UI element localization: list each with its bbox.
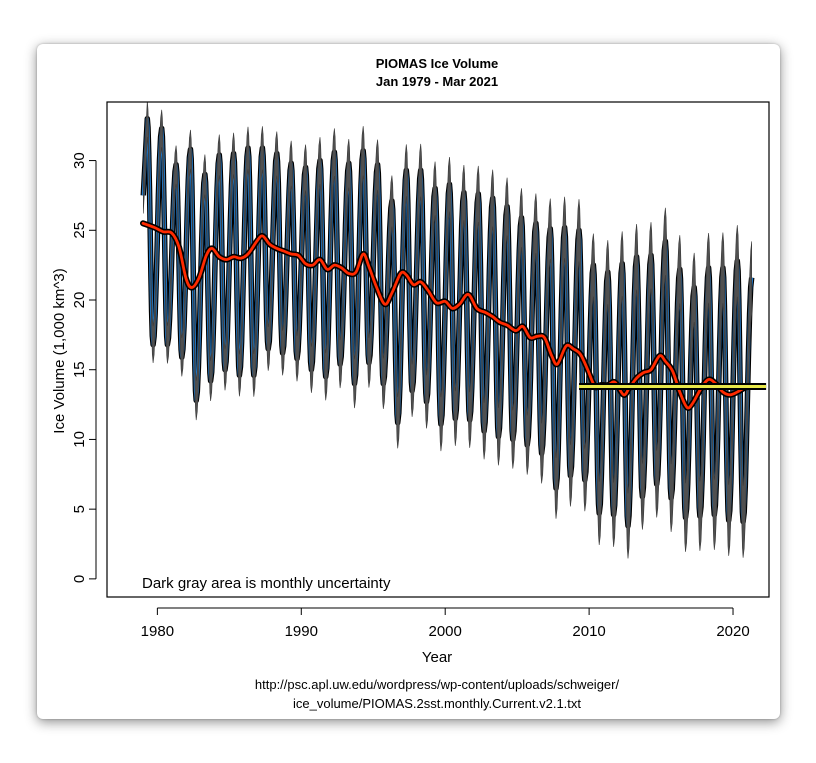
y-tick-label-10: 10 bbox=[71, 431, 88, 448]
ice-volume-chart: PIOMAS Ice Volume Jan 1979 - Mar 2021 19… bbox=[51, 56, 770, 711]
chart-subtitle: Jan 1979 - Mar 2021 bbox=[376, 74, 498, 89]
chart-title: PIOMAS Ice Volume bbox=[376, 56, 499, 71]
source-url-line-1: http://psc.apl.uw.edu/wordpress/wp-conte… bbox=[255, 677, 620, 692]
x-tick-label-2010: 2010 bbox=[572, 623, 605, 640]
x-tick-label-1990: 1990 bbox=[285, 623, 318, 640]
plot-frame bbox=[106, 101, 770, 598]
uncertainty-band bbox=[143, 102, 752, 559]
y-tick-label-5: 5 bbox=[71, 505, 88, 513]
x-tick-label-2000: 2000 bbox=[429, 623, 462, 640]
y-tick-label-25: 25 bbox=[71, 222, 88, 239]
y-tick-label-0: 0 bbox=[71, 575, 88, 583]
y-axis-label: Ice Volume (1,000 km^3) bbox=[51, 268, 68, 433]
y-tick-label-15: 15 bbox=[71, 361, 88, 378]
x-axis-label: Year bbox=[422, 649, 452, 666]
annual-mean-line bbox=[141, 221, 752, 410]
uncertainty-annotation: Dark gray area is monthly uncertainty bbox=[142, 575, 391, 592]
x-axis: 1980 1990 2000 2010 2020 bbox=[141, 607, 750, 640]
y-axis: 0 5 10 15 20 25 30 bbox=[71, 152, 97, 583]
x-tick-label-1980: 1980 bbox=[141, 623, 174, 640]
x-tick-label-2020: 2020 bbox=[716, 623, 749, 640]
plot-area bbox=[140, 102, 767, 559]
chart-card: PIOMAS Ice Volume Jan 1979 - Mar 2021 19… bbox=[37, 44, 780, 719]
y-tick-label-20: 20 bbox=[71, 292, 88, 309]
y-tick-label-30: 30 bbox=[71, 152, 88, 169]
source-url-line-2: ice_volume/PIOMAS.2sst.monthly.Current.v… bbox=[293, 696, 581, 711]
